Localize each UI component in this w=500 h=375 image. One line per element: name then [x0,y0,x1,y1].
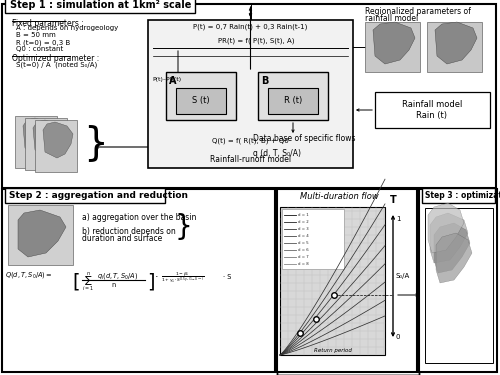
Text: [: [ [72,273,80,292]
Bar [375,92,490,128]
Text: 0: 0 [396,334,400,340]
Text: Multi-duration flow: Multi-duration flow [300,192,379,201]
Text: B: B [261,76,268,86]
Text: R (t=0) = 0,3 B: R (t=0) = 0,3 B [16,39,70,45]
Bar [176,88,226,114]
Text: Rainfall model
Rain (t): Rainfall model Rain (t) [402,100,462,120]
Text: $\sum_{i=1}^{n}$: $\sum_{i=1}^{n}$ [82,271,94,293]
Text: A : depends on hydrogeology: A : depends on hydrogeology [16,25,118,31]
Text: B = 50 mm: B = 50 mm [16,32,56,38]
Polygon shape [428,203,464,253]
Bar [2,4,496,188]
Text: Fixed parameters :: Fixed parameters : [12,19,84,28]
Text: q (d, T, S₀/A): q (d, T, S₀/A) [253,149,301,158]
Text: d = 1: d = 1 [298,213,309,217]
Text: $Q(d,T,S_0/A)=$: $Q(d,T,S_0/A)=$ [5,270,52,280]
Text: 1: 1 [396,216,400,222]
Polygon shape [23,118,53,154]
Bar [5,188,165,203]
Polygon shape [33,120,63,156]
Text: ·: · [155,272,158,282]
Bar [280,207,385,355]
Text: d = 2: d = 2 [298,220,309,224]
Text: n: n [111,282,115,288]
Bar [25,118,67,170]
Bar [365,22,420,72]
Text: d = 3: d = 3 [298,227,309,231]
Text: Step 3 : optimization: Step 3 : optimization [425,192,500,201]
Text: Return period: Return period [314,348,352,353]
Text: d = 7: d = 7 [298,255,309,259]
Text: S₀/A: S₀/A [395,273,409,279]
Text: S(t=0) / A  (noted S₀/A): S(t=0) / A (noted S₀/A) [16,62,97,69]
Polygon shape [18,210,66,257]
Polygon shape [434,223,470,273]
Text: b) reduction depends on: b) reduction depends on [82,227,176,236]
Text: d = 6: d = 6 [298,248,308,252]
Text: ]: ] [147,273,154,292]
Polygon shape [436,233,472,283]
Bar [277,189,417,372]
Text: R (t): R (t) [284,96,302,105]
Text: }: } [83,124,108,162]
Text: PR(t) = f( P(t), S(t), A): PR(t) = f( P(t), S(t), A) [218,38,294,45]
Bar [166,72,236,120]
Text: d = 4: d = 4 [298,234,309,238]
Text: · S: · S [223,274,232,280]
Text: Optimized parameter :: Optimized parameter : [12,54,99,63]
Bar [422,188,495,203]
Text: d = 5: d = 5 [298,241,308,245]
Bar [148,20,353,168]
Bar [282,209,344,269]
Text: S (t): S (t) [192,96,210,105]
Bar [427,22,482,72]
Text: Rainfall-runoff model: Rainfall-runoff model [210,155,291,164]
Text: Data base of specific flows: Data base of specific flows [253,134,356,143]
Text: $q_i(d,T,S_0/A)$: $q_i(d,T,S_0/A)$ [97,271,138,281]
Bar [258,72,328,120]
Bar [8,205,73,265]
Bar [35,120,77,172]
Text: Regionalized parameters of: Regionalized parameters of [365,7,471,16]
Text: P(t) = 0,7 Rain(t) + 0,3 Rain(t-1): P(t) = 0,7 Rain(t) + 0,3 Rain(t-1) [194,24,308,30]
Text: Q0 : constant: Q0 : constant [16,46,63,52]
Text: duration and surface: duration and surface [82,234,162,243]
Text: T: T [390,195,396,205]
Text: Q(t) = f( R(t), B) + Q0: Q(t) = f( R(t), B) + Q0 [212,138,289,144]
Text: Step 1 : simulation at 1km² scale: Step 1 : simulation at 1km² scale [10,0,192,10]
Bar [15,116,57,168]
Text: rainfall model: rainfall model [365,14,418,23]
Bar [2,189,275,372]
Text: a) aggregation over the basin: a) aggregation over the basin [82,213,196,222]
Text: Step 2 : aggregation and reduction: Step 2 : aggregation and reduction [9,192,188,201]
Polygon shape [43,122,73,158]
Bar [268,88,318,114]
Bar [5,0,195,13]
Text: $\frac{1-\beta_1}{1+\gamma_1 \cdot S^{0.5\gamma_1(1-S^{n\Delta 1})}}$: $\frac{1-\beta_1}{1+\gamma_1 \cdot S^{0.… [161,271,204,286]
Bar [419,189,497,372]
Polygon shape [430,213,468,263]
Text: }: } [175,213,193,241]
Text: A: A [169,76,176,86]
Text: d = 8: d = 8 [298,262,309,266]
Polygon shape [373,22,415,64]
Polygon shape [435,22,477,64]
Text: P(t)–PR(t): P(t)–PR(t) [152,78,181,82]
Bar [425,208,493,363]
